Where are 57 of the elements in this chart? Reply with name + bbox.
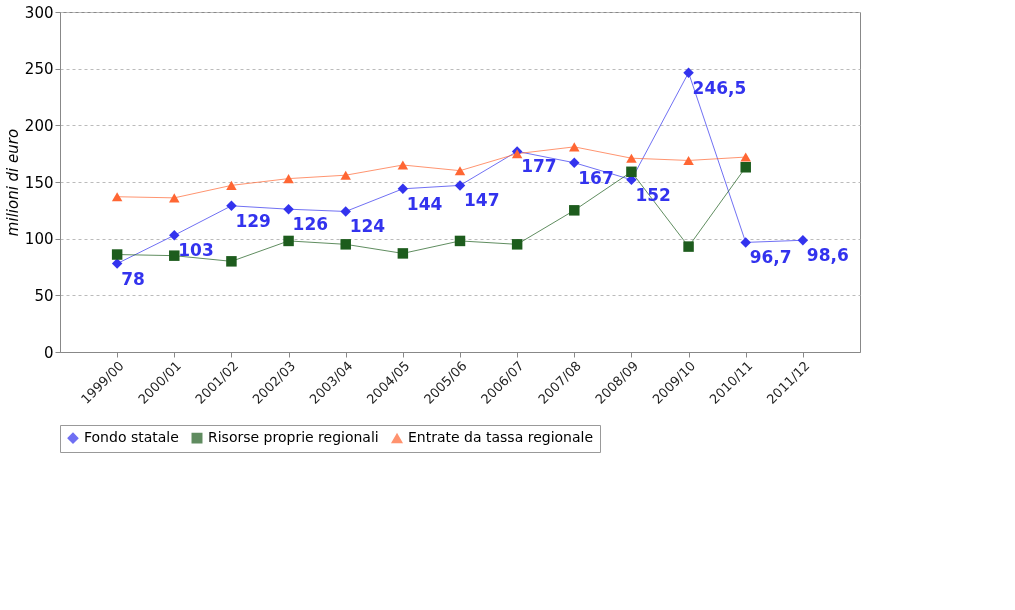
data-label: 126	[292, 214, 329, 235]
data-label: 96,7	[749, 247, 792, 268]
point	[340, 206, 351, 217]
point	[569, 157, 580, 168]
data-label: 246,5	[692, 77, 747, 98]
point	[397, 160, 409, 170]
point	[797, 235, 809, 246]
point	[226, 256, 237, 267]
legend-label: Risorse proprie regionali	[208, 429, 379, 446]
y-tick-label: 300	[24, 3, 54, 22]
point	[569, 205, 580, 216]
legend-label: Fondo statale	[84, 429, 179, 446]
point	[111, 192, 123, 202]
point	[283, 174, 294, 184]
point	[226, 180, 237, 190]
point	[740, 162, 751, 173]
point	[397, 248, 409, 259]
point	[226, 200, 237, 212]
data-label: 124	[349, 216, 386, 237]
y-tick-label: 100	[24, 230, 54, 249]
point	[111, 249, 123, 260]
data-label: 147	[464, 190, 500, 211]
point	[683, 155, 694, 166]
data-label: 177	[521, 156, 557, 177]
point	[169, 230, 180, 241]
point	[740, 237, 751, 248]
y-tick-label: 200	[24, 116, 54, 135]
legend-label: Entrate da tassa regionale	[408, 429, 594, 446]
data-label: 152	[635, 184, 671, 205]
point	[397, 183, 409, 195]
point	[740, 152, 751, 162]
point	[683, 241, 694, 252]
point	[569, 142, 580, 152]
data-label: 98,6	[806, 245, 849, 266]
point	[626, 166, 637, 178]
point	[340, 170, 351, 180]
point	[169, 193, 180, 203]
data-label: 144	[406, 193, 443, 214]
point	[169, 250, 180, 261]
data-label: 78	[121, 268, 145, 289]
y-tick-label: 150	[24, 173, 54, 192]
data-label: 129	[235, 210, 271, 231]
y-tick-label: 50	[34, 286, 54, 305]
point	[340, 239, 351, 250]
y-tick-label: 0	[43, 343, 54, 362]
data-label: 103	[178, 240, 214, 261]
point	[454, 235, 466, 247]
point	[626, 153, 637, 163]
point	[454, 180, 466, 191]
point	[683, 67, 694, 78]
data-label: 167	[578, 167, 614, 188]
point	[511, 239, 523, 250]
y-tick-label: 250	[24, 60, 54, 79]
point	[283, 203, 294, 215]
point	[454, 166, 466, 176]
point	[283, 235, 294, 247]
y-axis-title: milioni di euro	[3, 128, 22, 237]
